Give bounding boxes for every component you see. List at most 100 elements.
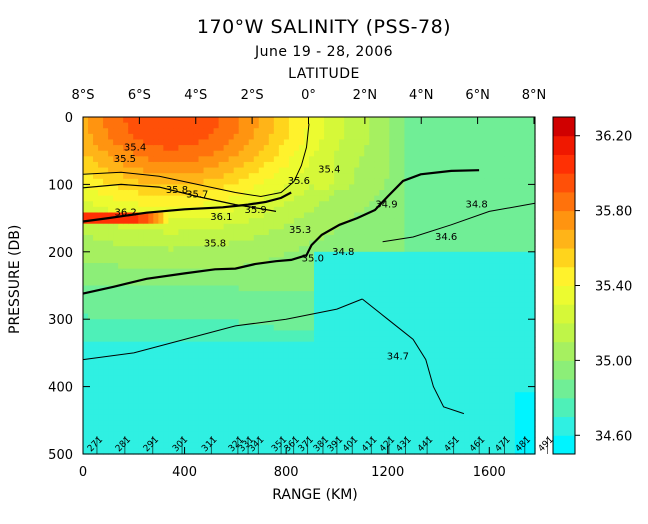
field-cell bbox=[233, 184, 240, 191]
field-cell bbox=[108, 234, 114, 242]
field-cell bbox=[83, 201, 89, 208]
field-cell bbox=[379, 246, 385, 253]
field-cell bbox=[173, 291, 180, 298]
field-cell bbox=[469, 330, 476, 337]
field-cell bbox=[293, 431, 300, 438]
field-cell bbox=[148, 117, 154, 124]
field-cell bbox=[309, 414, 315, 421]
field-cell bbox=[349, 386, 355, 393]
field-cell bbox=[98, 150, 104, 157]
field-cell bbox=[434, 420, 441, 427]
field-cell bbox=[389, 156, 395, 163]
field-cell bbox=[118, 347, 124, 354]
field-cell bbox=[138, 279, 144, 287]
field-cell bbox=[464, 156, 471, 163]
field-cell bbox=[484, 229, 491, 236]
field-cell bbox=[319, 425, 325, 433]
field-cell bbox=[314, 319, 320, 326]
field-cell bbox=[238, 128, 245, 135]
field-cell bbox=[133, 285, 139, 292]
field-cell bbox=[303, 397, 310, 405]
field-cell bbox=[444, 296, 451, 303]
field-cell bbox=[409, 195, 416, 202]
field-cell bbox=[314, 257, 320, 264]
field-cell bbox=[349, 296, 355, 303]
field-cell bbox=[98, 302, 104, 309]
field-cell bbox=[424, 139, 431, 146]
field-cell bbox=[88, 302, 94, 309]
field-cell bbox=[374, 268, 380, 275]
field-cell bbox=[278, 380, 285, 388]
field-cell bbox=[334, 184, 340, 191]
field-cell bbox=[434, 263, 441, 270]
field-cell bbox=[303, 263, 310, 270]
field-cell bbox=[268, 167, 275, 174]
field-cell bbox=[354, 201, 360, 208]
field-cell bbox=[213, 190, 220, 197]
field-cell bbox=[419, 223, 426, 230]
field-cell bbox=[128, 263, 134, 270]
field-cell bbox=[208, 324, 215, 332]
field-cell bbox=[429, 431, 436, 438]
field-cell bbox=[324, 223, 330, 230]
field-cell bbox=[188, 212, 195, 219]
field-cell bbox=[178, 145, 185, 152]
field-cell bbox=[198, 206, 205, 214]
field-cell bbox=[293, 268, 300, 275]
field-cell bbox=[193, 246, 200, 253]
field-cell bbox=[103, 268, 109, 275]
field-cell bbox=[409, 364, 416, 371]
field-cell bbox=[213, 425, 220, 433]
field-cell bbox=[193, 302, 200, 309]
field-cell bbox=[484, 324, 491, 332]
field-cell bbox=[183, 223, 190, 230]
field-cell bbox=[379, 313, 385, 320]
field-cell bbox=[83, 330, 89, 337]
field-cell bbox=[384, 437, 390, 444]
field-cell bbox=[444, 234, 451, 242]
field-cell bbox=[314, 206, 320, 214]
field-cell bbox=[128, 448, 134, 455]
field-cell bbox=[198, 285, 205, 292]
field-cell bbox=[203, 319, 210, 326]
field-cell bbox=[339, 190, 345, 197]
field-cell bbox=[108, 330, 114, 337]
field-cell bbox=[484, 223, 491, 230]
field-cell bbox=[454, 307, 461, 315]
field-cell bbox=[98, 201, 104, 208]
field-cell bbox=[454, 403, 461, 410]
field-cell bbox=[273, 375, 280, 382]
field-cell bbox=[389, 448, 395, 455]
field-cell bbox=[153, 369, 159, 376]
field-cell bbox=[98, 263, 104, 270]
field-cell bbox=[399, 218, 406, 225]
field-cell bbox=[464, 296, 471, 303]
field-cell bbox=[298, 190, 305, 197]
field-cell bbox=[168, 302, 174, 309]
field-cell bbox=[203, 380, 210, 388]
field-cell bbox=[198, 425, 205, 433]
field-cell bbox=[148, 279, 154, 287]
field-cell bbox=[273, 251, 280, 259]
field-cell bbox=[93, 268, 99, 275]
field-cell bbox=[374, 302, 380, 309]
field-cell bbox=[168, 117, 174, 124]
field-cell bbox=[168, 448, 174, 455]
field-cell bbox=[384, 307, 390, 315]
field-cell bbox=[389, 403, 395, 410]
field-cell bbox=[364, 319, 370, 326]
field-cell bbox=[103, 425, 109, 433]
field-cell bbox=[444, 403, 451, 410]
field-cell bbox=[374, 161, 380, 169]
field-cell bbox=[233, 302, 240, 309]
field-cell bbox=[98, 409, 104, 416]
field-cell bbox=[314, 117, 320, 124]
field-cell bbox=[404, 167, 411, 174]
field-cell bbox=[198, 229, 205, 236]
field-cell bbox=[384, 313, 390, 320]
field-cell bbox=[83, 167, 89, 174]
field-cell bbox=[479, 397, 486, 405]
field-cell bbox=[344, 330, 350, 337]
field-cell bbox=[454, 257, 461, 264]
field-cell bbox=[263, 352, 270, 360]
